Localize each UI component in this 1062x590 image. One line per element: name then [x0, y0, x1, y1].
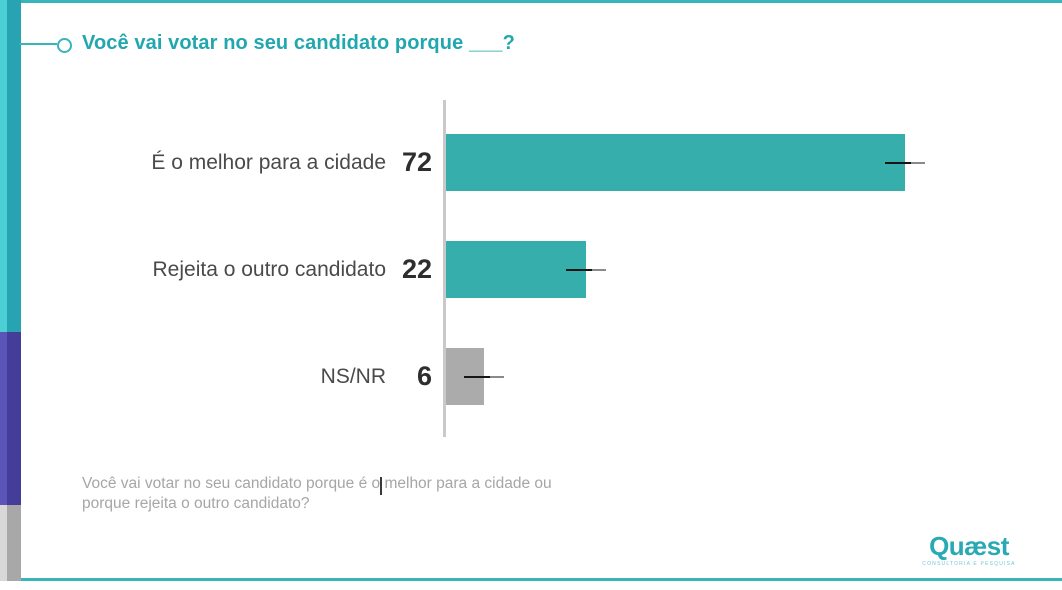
- bottom-accent-rule: [0, 578, 1062, 581]
- quaest-logo: Quæst CONSULTORIA E PESQUISA: [904, 533, 1034, 567]
- left-stripe-gray: [0, 505, 21, 581]
- top-accent-rule: [0, 0, 1062, 3]
- bar-value: 6: [416, 361, 432, 391]
- bar-label: NS/NR: [320, 364, 386, 388]
- bar-label: Rejeita o outro candidato: [152, 257, 387, 281]
- left-stripe-purple: [0, 332, 21, 505]
- bar-end-dash: [566, 269, 606, 271]
- bar-label: É o melhor para a cidade: [151, 150, 386, 174]
- bar: [446, 134, 905, 191]
- bar-end-dash: [885, 162, 925, 164]
- question-footnote: Você vai votar no seu candidato porque é…: [82, 474, 682, 513]
- footnote-line-2: porque rejeita o outro candidato?: [82, 494, 310, 512]
- bar-value: 22: [401, 254, 432, 284]
- bar-value: 72: [401, 147, 432, 177]
- bar-end-dash: [464, 376, 504, 378]
- title-connector-line: [19, 43, 57, 45]
- quaest-tagline: CONSULTORIA E PESQUISA: [922, 561, 1016, 567]
- left-stripe-teal: [0, 0, 21, 332]
- title-connector-circle-icon: [57, 38, 72, 53]
- chart-axis-line: [443, 100, 446, 437]
- page-title: Você vai votar no seu candidato porque _…: [82, 32, 515, 54]
- quaest-wordmark: Quæst: [929, 531, 1009, 561]
- text-cursor: [380, 477, 382, 495]
- bar: [446, 241, 586, 298]
- footnote-line-1: Você vai votar no seu candidato porque é…: [82, 475, 552, 492]
